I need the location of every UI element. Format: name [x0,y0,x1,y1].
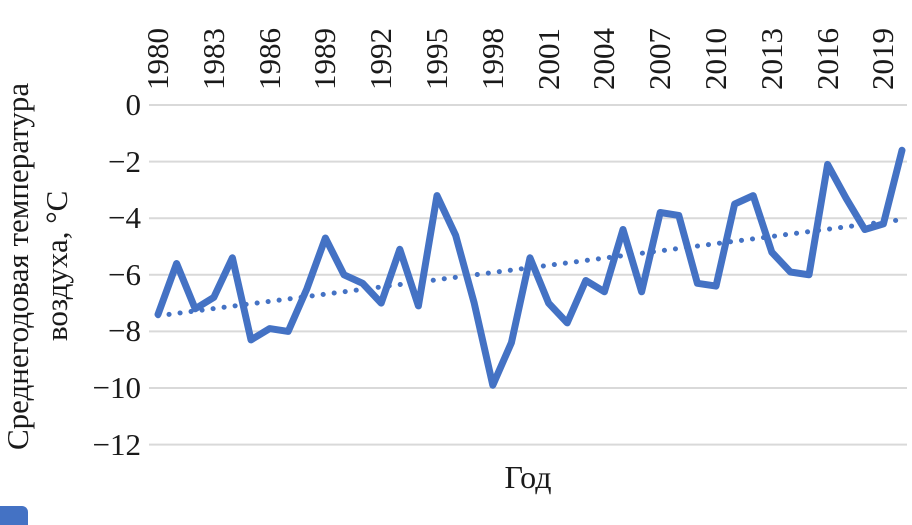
x-tick-label: 1980 [140,28,175,90]
x-tick-label: 2001 [530,28,566,90]
y-tick-label: −10 [92,370,141,405]
y-tick-label: −12 [92,426,141,462]
y-tick-label: −8 [108,313,141,349]
y-tick-label: 0 [125,87,142,122]
y-tick-label: −6 [108,256,141,292]
y-tick-label: −2 [108,143,141,179]
x-tick-label: 1983 [195,28,231,90]
x-tick-label: 2010 [698,28,733,90]
x-axis-title: Год [504,459,552,495]
y-axis-title-line2: воздуха, °C [39,190,74,342]
x-tick-label: 1986 [251,28,287,90]
x-tick-label: 1989 [307,28,343,90]
x-tick-label: 1998 [474,28,510,90]
x-tick-label: 2013 [753,28,789,90]
temperature-line-series [154,146,906,389]
x-tick-label: 2004 [586,28,622,90]
x-tick-label: 2016 [809,28,845,90]
x-tick-label: 1995 [419,28,454,90]
y-axis-title-line1: Среднегодовая температура [0,82,35,450]
y-tick-label: −4 [108,200,141,236]
x-tick-label: 2007 [642,28,678,90]
y-axis-title: Среднегодовая температура воздуха, °C [0,18,80,514]
cropped-blue-artifact [0,506,28,525]
x-tick-label: 2019 [865,28,901,90]
x-tick-label: 1992 [363,28,399,90]
